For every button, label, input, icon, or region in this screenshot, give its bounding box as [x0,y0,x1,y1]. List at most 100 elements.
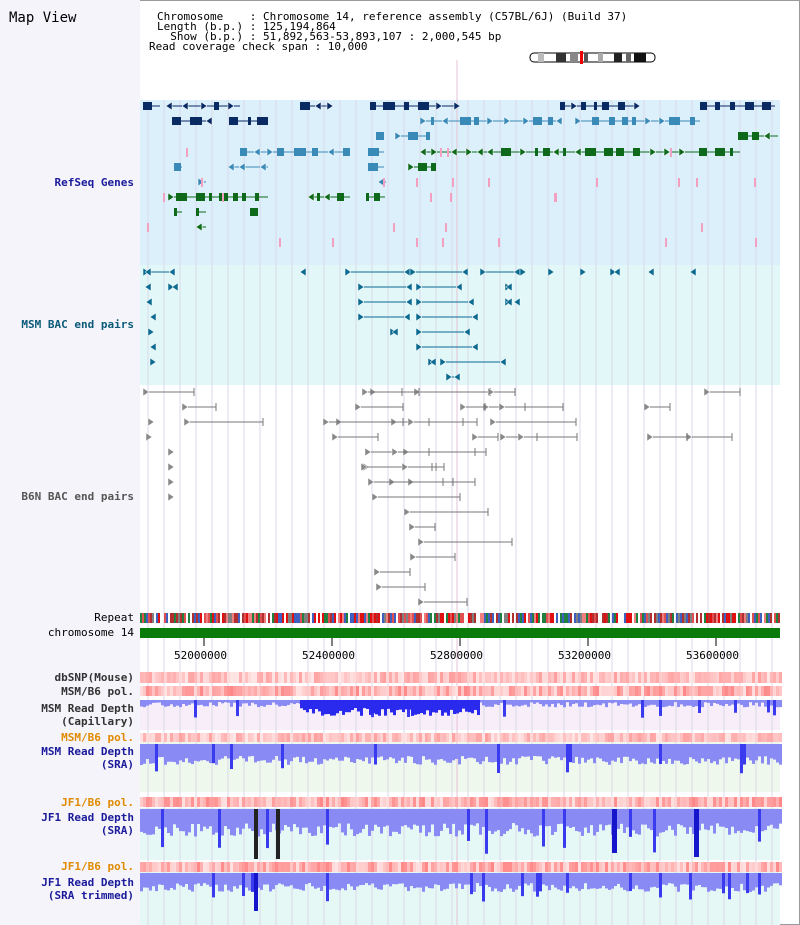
msm-b6-pol-cell [266,733,269,742]
jf1-sra-depth-bar [443,809,446,824]
msm-capillary-depth-bar [740,700,743,705]
jf1-trim-depth-bar [296,873,299,889]
dbsnp-cell [248,672,251,683]
jf1-b6-pol-cell [614,797,617,807]
msm-capillary-depth-bar [530,700,533,703]
msm-capillary-depth-bar [164,700,167,707]
msm-bac-track[interactable] [142,267,697,382]
dbsnp-cell [545,672,548,683]
track-label-refseq[interactable]: RefSeq Genes [54,176,134,189]
track-label-chromosome[interactable]: chromosome 14 [47,626,134,639]
msm-capillary-depth-bar [339,700,342,711]
msm-sra-depth-bar [482,744,485,762]
gene-exon [337,193,344,201]
track-label-jf1-depth-trim[interactable]: JF1 Read Depth [41,876,134,889]
track-label-msm-b6-pol-1[interactable]: MSM/B6 pol. [61,685,134,698]
jf1-b6-pol-cell [587,862,590,872]
msm-b6-pol-cell [683,733,686,742]
jf1-sra-depth-bar [209,809,212,827]
jf1-b6-pol-cell [290,797,293,807]
track-label-dbsnp[interactable]: dbSNP(Mouse) [54,671,134,684]
jf1-sra-depth-bar [548,809,551,827]
msm-sra-depth-bar [488,744,491,763]
jf1-trim-depth-bar [179,873,182,886]
jf1-b6-pol-cell [248,797,251,807]
dbsnp-cell [299,672,302,683]
gene-exon [616,148,624,156]
msm-b6-pol-cell [440,733,443,742]
jf1-trim-depth-bar [590,873,593,889]
jf1-b6-pol-cell [533,797,536,807]
msm-b6-pol-cell [254,733,257,742]
polymorphism-tracks[interactable] [140,672,782,872]
jf1-b6-pol-cell [158,862,161,872]
repeat-element [456,613,458,623]
track-label-msm-depth-sra[interactable]: MSM Read Depth [41,745,134,758]
track-label-repeat[interactable]: Repeat [94,611,134,624]
jf1-b6-pol-cell [335,797,338,807]
msm-sra-depth-bar [272,744,275,760]
dbsnp-cell [437,672,440,683]
dbsnp-cell [506,672,509,683]
repeat-element [732,613,734,623]
msm-b6-pol-cell [551,733,554,742]
jf1-trim-depth-bar [431,873,434,889]
msm-sra-depth-bar [752,744,755,764]
jf1-sra-depth-bar [329,809,332,827]
track-label-jf1-depth-sra[interactable]: JF1 Read Depth [41,811,134,824]
repeat-element [150,613,152,623]
gene-exon [418,102,429,110]
repeat-element [710,613,712,623]
msm-b6-pol-cell [152,686,155,696]
repeat-element [210,613,212,623]
repeat-element [636,613,638,623]
b6n-bac-track[interactable] [142,387,741,607]
track-label-jf1-b6-pol-2[interactable]: JF1/B6 pol. [61,860,134,873]
track-label-jf1-b6-pol-1[interactable]: JF1/B6 pol. [61,796,134,809]
repeat-element [516,613,518,623]
msm-b6-pol-cell [731,686,734,696]
jf1-sra-depth-bar [686,809,689,834]
msm-capillary-depth-bar [399,700,402,710]
repeat-element [676,613,678,623]
msm-sra-depth-bar [662,744,665,761]
msm-capillary-depth-bar [312,700,315,714]
bac-end-arrow [167,282,175,292]
jf1-b6-pol-cell [551,797,554,807]
jf1-b6-pol-cell [728,862,731,872]
gene-strand-arrow [266,147,274,157]
jf1-sra-depth-bar [470,809,473,825]
repeat-element [428,613,430,623]
jf1-trim-depth-bar [467,873,470,885]
dbsnp-cell [461,672,464,683]
track-label-b6n-bac[interactable]: B6N BAC end pairs [21,490,134,503]
repeat-element [144,613,146,623]
repeat-element [364,613,366,623]
gene-pink-mark [447,148,449,157]
jf1-trim-depth-bar [587,873,590,890]
repeat-element [234,613,236,623]
msm-b6-pol-cell [392,686,395,696]
repeat-track[interactable] [140,613,780,623]
msm-b6-pol-cell [410,686,413,696]
refseq-gene-track[interactable] [143,101,778,247]
jf1-b6-pol-cell [386,797,389,807]
repeat-element [282,613,284,623]
chromosome-bar[interactable] [140,628,780,638]
jf1-trim-depth-bar [710,873,713,891]
msm-b6-pol-cell [443,686,446,696]
msm-b6-pol-cell [503,686,506,696]
msm-capillary-depth-bar [503,700,506,717]
jf1-trim-depth-bar [368,873,371,886]
jf1-b6-pol-cell [314,862,317,872]
repeat-element [436,613,438,623]
dbsnp-cell [209,672,212,683]
read-depth-tracks[interactable] [140,700,782,911]
track-label-msm-bac[interactable]: MSM BAC end pairs [21,318,134,331]
chromosome-ideogram[interactable] [529,51,656,64]
track-label-msm-depth-cap[interactable]: MSM Read Depth [41,702,134,715]
jf1-b6-pol-cell [398,797,401,807]
jf1-b6-pol-cell [677,862,680,872]
dbsnp-cell [182,672,185,683]
track-label-msm-b6-pol-2[interactable]: MSM/B6 pol. [61,731,134,744]
